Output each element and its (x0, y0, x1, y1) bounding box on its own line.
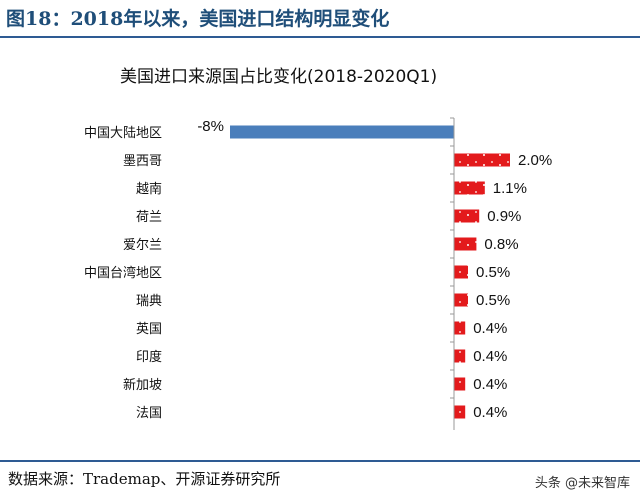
bar-0 (230, 125, 454, 139)
bar-6 (454, 293, 468, 307)
bar-5 (454, 265, 468, 279)
category-label: 越南 (136, 181, 162, 197)
bar-1 (454, 153, 510, 167)
category-label: 法国 (136, 406, 162, 421)
bar-4 (454, 237, 477, 251)
source-rule (0, 460, 640, 462)
chart-title: 美国进口来源国占比变化(2018-2020Q1) (120, 67, 438, 87)
bar-2 (454, 181, 485, 195)
value-label: 0.4% (473, 376, 507, 393)
value-label: 0.8% (484, 236, 518, 253)
category-label: 中国台湾地区 (84, 265, 162, 281)
category-label: 中国大陆地区 (84, 125, 162, 141)
value-label: 0.9% (487, 208, 521, 225)
category-label: 印度 (136, 349, 162, 365)
category-label: 英国 (136, 322, 162, 337)
value-label: -8% (197, 118, 224, 135)
source-note: 数据来源：Trademap、开源证券研究所 (8, 470, 281, 488)
value-label: 0.4% (473, 348, 507, 365)
bar-10 (454, 405, 466, 419)
value-label: 0.5% (476, 292, 510, 309)
category-label: 新加坡 (123, 377, 162, 393)
bar-9 (454, 377, 466, 391)
category-label: 瑞典 (136, 294, 162, 309)
category-label: 荷兰 (136, 210, 162, 225)
category-label: 墨西哥 (123, 154, 162, 169)
bar-7 (454, 321, 466, 335)
value-label: 1.1% (493, 180, 527, 197)
value-label: 0.4% (473, 320, 507, 337)
category-label: 爱尔兰 (123, 238, 162, 253)
title-rule (0, 36, 640, 38)
bar-3 (454, 209, 480, 223)
value-label: 2.0% (518, 152, 552, 169)
value-label: 0.4% (473, 404, 507, 421)
figure-title: 图18：2018年以来，美国进口结构明显变化 (6, 8, 390, 30)
watermark: 头条 @未来智库 (534, 476, 630, 491)
value-label: 0.5% (476, 264, 510, 281)
bar-8 (454, 349, 466, 363)
